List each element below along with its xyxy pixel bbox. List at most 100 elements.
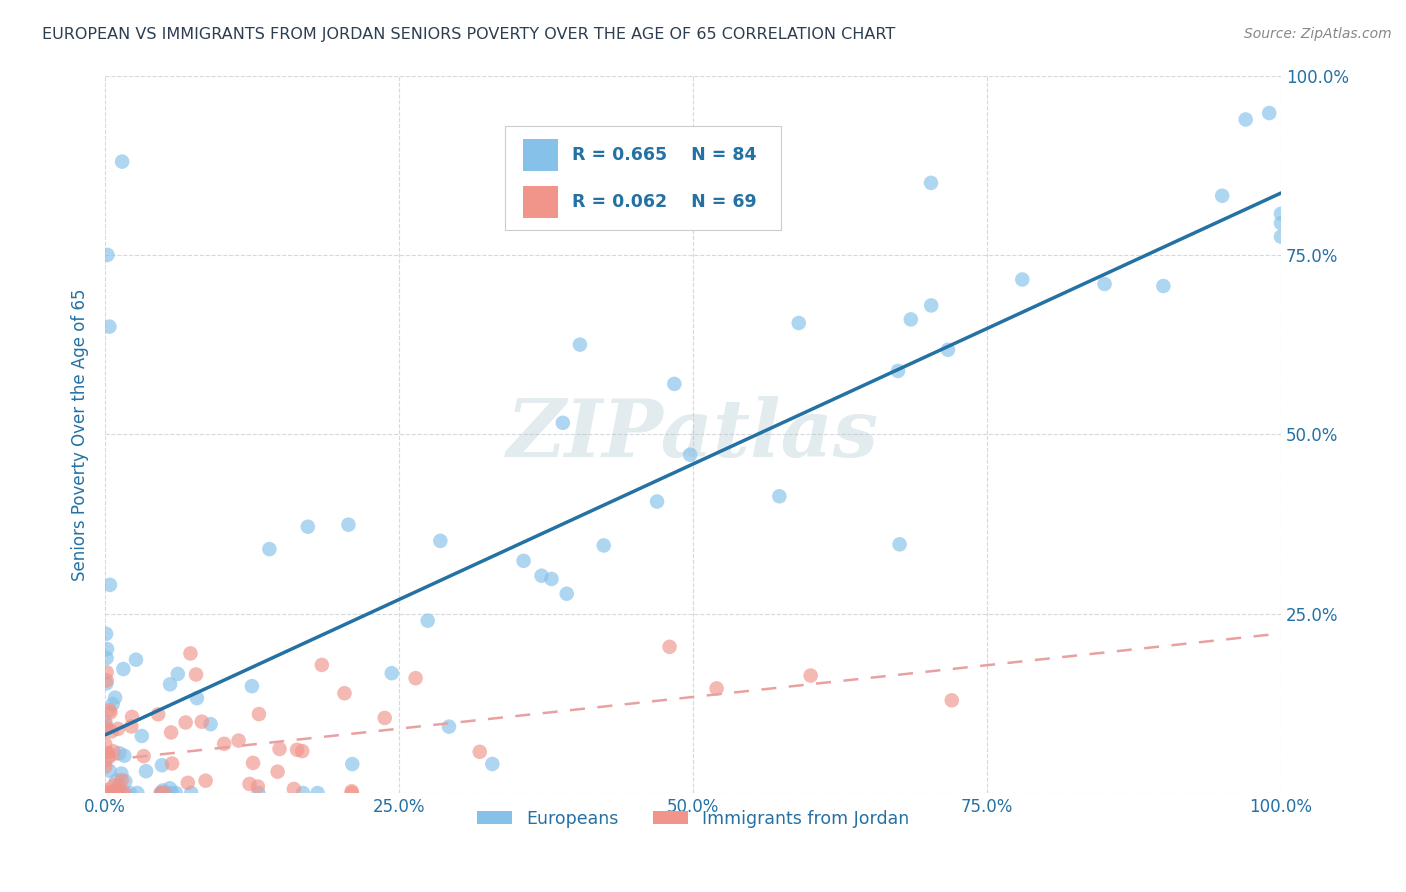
Point	[94, 786, 117, 800]
Point	[242, 756, 264, 770]
Point	[246, 780, 269, 794]
Point	[238, 777, 260, 791]
Text: R = 0.665    N = 84: R = 0.665 N = 84	[572, 146, 756, 164]
Y-axis label: Seniors Poverty Over the Age of 65: Seniors Poverty Over the Age of 65	[72, 288, 89, 581]
Point	[416, 614, 439, 628]
Point	[1152, 279, 1174, 293]
Point	[114, 774, 136, 789]
Point	[311, 657, 333, 672]
Point	[160, 756, 183, 771]
Point	[108, 746, 131, 760]
Text: Source: ZipAtlas.com: Source: ZipAtlas.com	[1244, 27, 1392, 41]
Point	[291, 744, 314, 758]
Point	[96, 248, 118, 262]
Point	[94, 718, 117, 732]
Point	[551, 416, 574, 430]
Point	[94, 714, 117, 729]
Point	[103, 778, 125, 792]
Point	[150, 758, 173, 772]
FancyBboxPatch shape	[505, 126, 782, 230]
Point	[101, 697, 124, 711]
Point	[150, 786, 173, 800]
Point	[152, 783, 174, 797]
Point	[191, 714, 214, 729]
Point	[1094, 277, 1116, 291]
Point	[247, 707, 270, 722]
Point	[94, 760, 117, 774]
Point	[429, 533, 451, 548]
Point	[120, 719, 142, 733]
Point	[259, 542, 281, 557]
Point	[179, 647, 201, 661]
Point	[337, 517, 360, 532]
Point	[889, 537, 911, 551]
Point	[132, 749, 155, 764]
Point	[297, 519, 319, 533]
Point	[174, 715, 197, 730]
Point	[186, 691, 208, 706]
Point	[180, 786, 202, 800]
Point	[105, 786, 128, 800]
Point	[269, 742, 291, 756]
Point	[98, 578, 121, 592]
Legend: Europeans, Immigrants from Jordan: Europeans, Immigrants from Jordan	[471, 803, 915, 835]
Point	[96, 665, 118, 680]
Point	[887, 364, 910, 378]
Point	[555, 587, 578, 601]
Point	[98, 703, 121, 717]
Point	[645, 494, 668, 508]
Point	[112, 748, 135, 763]
Text: ZIPatlas: ZIPatlas	[508, 395, 879, 473]
Point	[706, 681, 728, 696]
Point	[94, 747, 117, 762]
Point	[121, 710, 143, 724]
Point	[768, 489, 790, 503]
Point	[160, 725, 183, 739]
Point	[787, 316, 810, 330]
Point	[114, 786, 136, 800]
Point	[333, 686, 356, 700]
Point	[285, 743, 308, 757]
Point	[592, 539, 614, 553]
Point	[340, 784, 363, 798]
Point	[212, 737, 235, 751]
Point	[150, 786, 173, 800]
Point	[97, 786, 120, 800]
Point	[100, 706, 122, 720]
Point	[1270, 216, 1292, 230]
Point	[94, 786, 117, 800]
Point	[104, 690, 127, 705]
Point	[1011, 272, 1033, 286]
Point	[936, 343, 959, 357]
Point	[184, 667, 207, 681]
Point	[94, 753, 117, 767]
Point	[679, 448, 702, 462]
Point	[228, 733, 250, 747]
Point	[153, 786, 176, 800]
Point	[1234, 112, 1257, 127]
Point	[111, 773, 134, 788]
Point	[96, 676, 118, 690]
Point	[98, 764, 121, 778]
Point	[664, 376, 686, 391]
Point	[104, 786, 127, 800]
Point	[150, 786, 173, 800]
Point	[374, 711, 396, 725]
Text: R = 0.062    N = 69: R = 0.062 N = 69	[572, 193, 756, 211]
Point	[1270, 229, 1292, 244]
Point	[900, 312, 922, 326]
Point	[437, 720, 460, 734]
Point	[98, 786, 121, 800]
Point	[340, 786, 363, 800]
Point	[97, 747, 120, 762]
Point	[96, 642, 118, 657]
Point	[103, 786, 125, 800]
Point	[159, 781, 181, 796]
Point	[283, 781, 305, 796]
Point	[94, 737, 117, 751]
Point	[107, 786, 129, 800]
Point	[530, 568, 553, 582]
Point	[135, 764, 157, 779]
Point	[94, 786, 117, 800]
Point	[405, 671, 427, 685]
